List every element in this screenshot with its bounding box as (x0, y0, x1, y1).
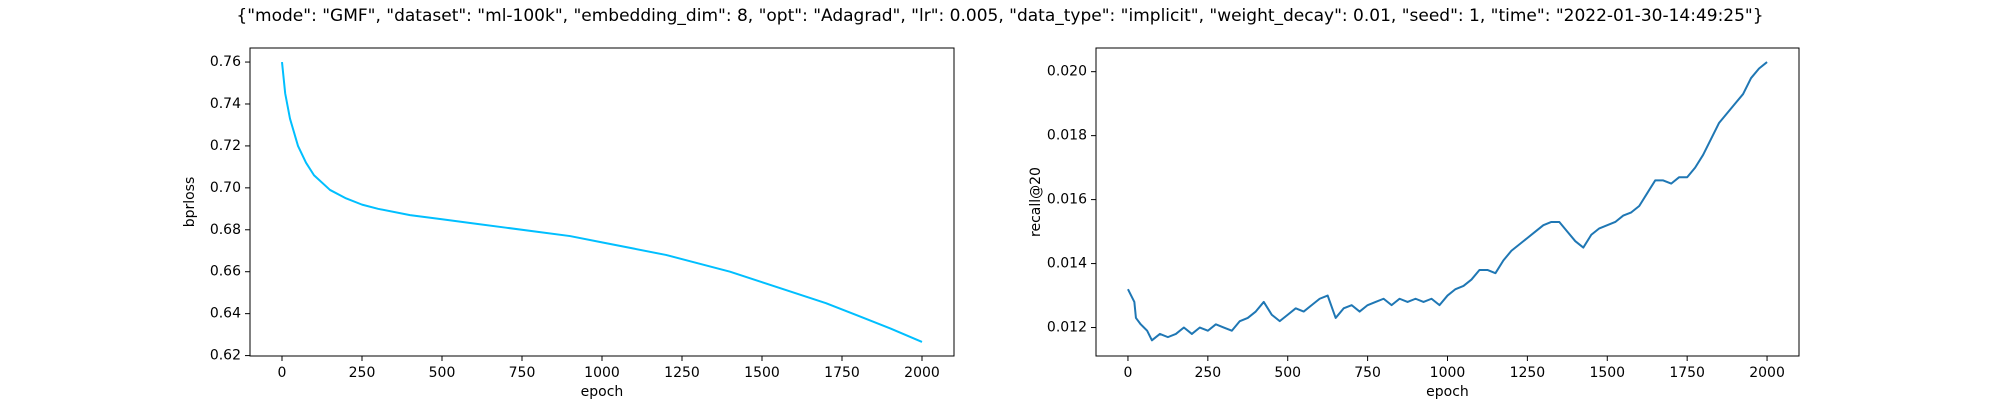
x-tick-label: 2000 (904, 365, 940, 381)
x-tick-label: 1250 (1510, 365, 1546, 381)
y-tick-label: 0.68 (210, 222, 241, 238)
x-tick-label: 250 (1194, 365, 1221, 381)
x-tick-label: 1250 (664, 365, 700, 381)
x-tick-label: 1500 (744, 365, 780, 381)
y-tick-label: 0.64 (210, 306, 241, 322)
x-tick-label: 1500 (1589, 365, 1625, 381)
plot-area (1127, 61, 1768, 342)
y-tick-label: 0.016 (1047, 192, 1087, 208)
x-axis-label: epoch (1426, 384, 1469, 400)
x-tick-label: 0 (1123, 365, 1132, 381)
y-axis-label: recall@20 (1028, 167, 1044, 237)
x-tick-label: 750 (509, 365, 536, 381)
plot-area (281, 61, 923, 343)
y-tick-label: 0.018 (1047, 128, 1087, 144)
y-tick-label: 0.72 (210, 138, 241, 154)
x-tick-label: 500 (429, 365, 456, 381)
y-tick-label: 0.014 (1047, 256, 1087, 272)
y-tick-label: 0.70 (210, 180, 241, 196)
y-tick-label: 0.74 (210, 96, 241, 112)
x-tick-label: 750 (1354, 365, 1381, 381)
data-line (1127, 61, 1768, 342)
y-axis-label: bprloss (182, 177, 198, 228)
x-tick-label: 500 (1274, 365, 1301, 381)
x-tick-label: 0 (278, 365, 287, 381)
y-tick-label: 0.62 (210, 348, 241, 364)
x-tick-label: 250 (349, 365, 376, 381)
data-line (281, 61, 923, 343)
y-tick-label: 0.76 (210, 54, 241, 70)
x-tick-label: 1750 (1669, 365, 1705, 381)
x-tick-label: 1000 (1430, 365, 1466, 381)
x-tick-label: 1750 (824, 365, 860, 381)
y-tick-label: 0.66 (210, 264, 241, 280)
figure-title: {"mode": "GMF", "dataset": "ml-100k", "e… (236, 6, 1763, 26)
y-tick-label: 0.020 (1047, 64, 1087, 80)
x-axis-label: epoch (581, 384, 624, 400)
x-tick-label: 2000 (1749, 365, 1785, 381)
y-tick-label: 0.012 (1047, 320, 1087, 336)
x-tick-label: 1000 (584, 365, 620, 381)
